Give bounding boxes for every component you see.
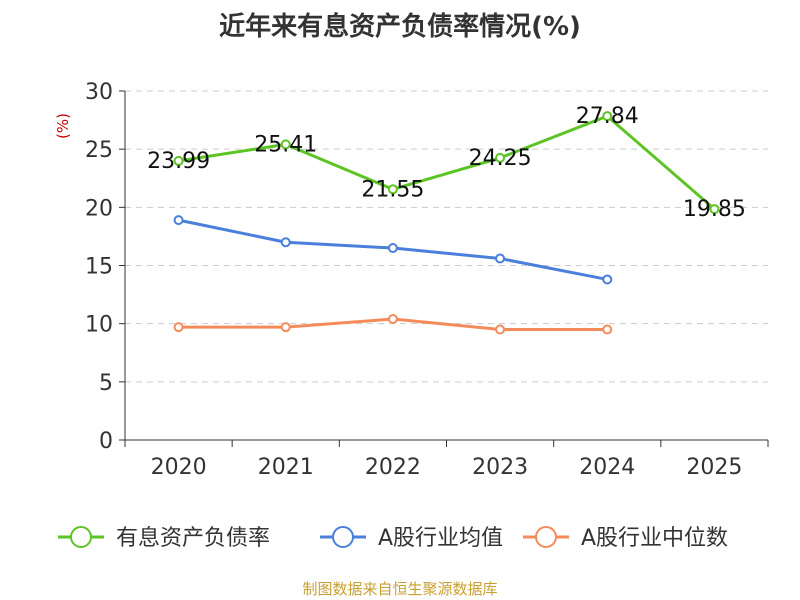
data-point — [387, 243, 398, 254]
data-point — [280, 322, 291, 333]
y-tick-label: 10 — [85, 313, 113, 338]
data-point — [173, 322, 184, 333]
legend-label: A股行业均值 — [378, 526, 503, 551]
legend-marker — [535, 526, 557, 548]
data-label: 25.41 — [254, 132, 317, 157]
data-point — [387, 184, 398, 195]
data-point — [387, 314, 398, 325]
data-labels: 23.99 25.41 21.55 24.25 27.84 19.85 — [147, 104, 746, 222]
data-point — [173, 215, 184, 226]
y-tick-label: 15 — [85, 255, 113, 280]
data-label: 23.99 — [147, 149, 210, 174]
y-tick-label: 0 — [99, 429, 113, 454]
x-tick-label: 2023 — [472, 455, 528, 480]
data-point — [709, 204, 720, 215]
chart-title: 近年来有息资产负债率情况(%) — [219, 12, 581, 42]
data-point — [280, 237, 291, 248]
legend-marker — [332, 526, 354, 548]
x-tick-label: 2025 — [686, 455, 742, 480]
x-tick-label: 2022 — [365, 455, 421, 480]
legend-label: A股行业中位数 — [581, 526, 728, 551]
data-point — [602, 111, 613, 122]
series-line — [178, 114, 716, 211]
grid-lines — [125, 90, 768, 383]
y-tick-label: 25 — [85, 138, 113, 163]
legend-marker — [70, 526, 92, 548]
data-point — [495, 253, 506, 264]
data-point — [173, 155, 184, 166]
y-axis-label: (%) — [54, 113, 72, 139]
data-label: 21.55 — [361, 177, 424, 202]
legend-label: 有息资产负债率 — [116, 526, 270, 551]
data-point — [495, 324, 506, 335]
x-tick-label: 2020 — [151, 455, 207, 480]
legend: 有息资产负债率 A股行业均值 A股行业中位数 — [58, 526, 728, 551]
x-tick-label: 2024 — [579, 455, 635, 480]
source-note: 制图数据来自恒生聚源数据库 — [302, 580, 498, 598]
data-point — [495, 152, 506, 163]
x-tick-label: 2021 — [258, 455, 314, 480]
y-tick-label: 30 — [85, 80, 113, 105]
data-label: 24.25 — [469, 146, 532, 171]
data-point — [602, 274, 613, 285]
data-label: 27.84 — [576, 104, 639, 129]
data-point — [280, 139, 291, 150]
data-label: 19.85 — [683, 197, 746, 222]
y-tick-label: 20 — [85, 196, 113, 221]
series-layer — [173, 111, 720, 335]
data-point — [602, 324, 613, 335]
y-tick-label: 5 — [99, 371, 113, 396]
